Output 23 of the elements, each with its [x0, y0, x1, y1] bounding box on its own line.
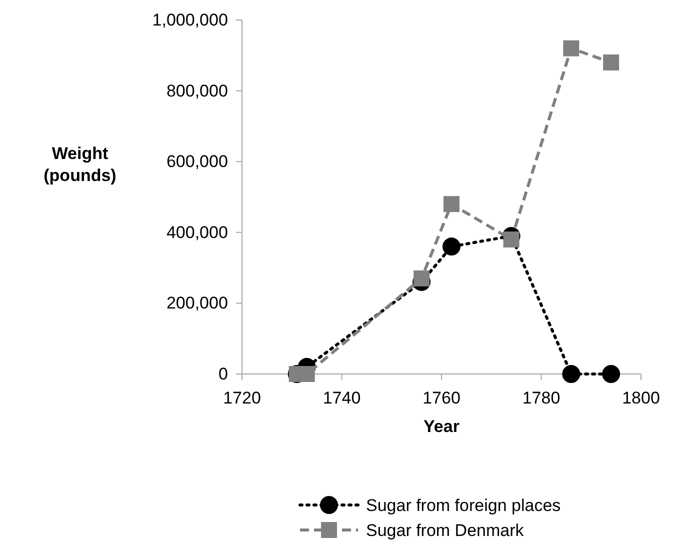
x-tick-label: 1740 [322, 388, 361, 408]
point [563, 40, 580, 56]
x-axis-title: Year [424, 417, 460, 436]
point [414, 270, 430, 286]
x-tick-label: 1780 [522, 388, 560, 408]
point [443, 196, 460, 212]
y-tick-label: 600,000 [166, 152, 228, 172]
point [603, 54, 620, 70]
y-axis-title: Weight (pounds) [44, 144, 116, 186]
x-tick-label: 1720 [223, 388, 261, 408]
y-tick-label: 400,000 [166, 222, 228, 242]
point [442, 238, 460, 256]
x-tick-label: 1800 [622, 388, 660, 408]
x-tick-label: 1760 [422, 388, 460, 408]
y-tick-label: 200,000 [166, 294, 228, 313]
point [562, 365, 580, 383]
y-tick-label: 800,000 [166, 81, 228, 100]
point [602, 365, 620, 383]
legend-label: Sugar from foreign places [366, 496, 561, 515]
legend-label: Sugar from Denmark [366, 521, 524, 540]
y-tick-label: 1,000,000 [152, 10, 228, 30]
point [503, 231, 520, 248]
y-tick-label: 0 [218, 364, 228, 384]
